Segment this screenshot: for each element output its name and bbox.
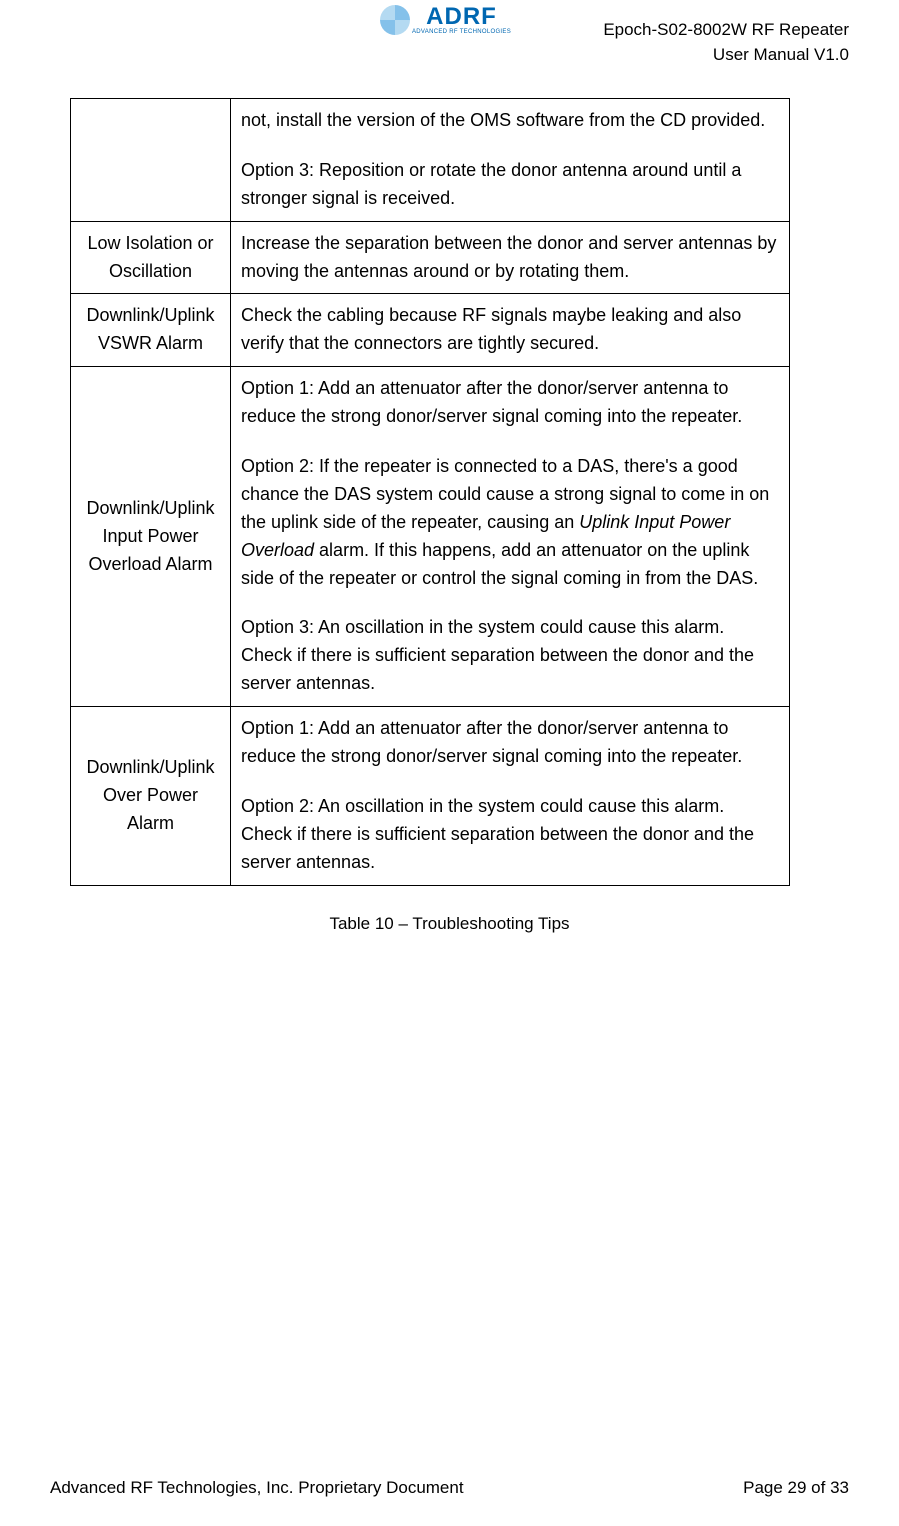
paragraph: not, install the version of the OMS soft… bbox=[241, 107, 779, 135]
table-row: Downlink/Uplink Input Power Overload Ala… bbox=[71, 367, 790, 707]
table-row: Downlink/Uplink Over Power AlarmOption 1… bbox=[71, 707, 790, 885]
paragraph: Option 2: If the repeater is connected t… bbox=[241, 453, 779, 592]
logo-sub-text: ADVANCED RF TECHNOLOGIES bbox=[412, 29, 511, 35]
paragraph: Check the cabling because RF signals may… bbox=[241, 302, 779, 358]
logo-main-text: ADRF bbox=[426, 5, 497, 29]
page: ADRF ADVANCED RF TECHNOLOGIES Epoch-S02-… bbox=[0, 0, 899, 1526]
paragraph: Option 2: An oscillation in the system c… bbox=[241, 793, 779, 877]
doc-title-line1: Epoch-S02-8002W RF Repeater bbox=[603, 18, 849, 43]
logo-swirl-icon bbox=[380, 5, 410, 35]
table-row: Downlink/Uplink VSWR AlarmCheck the cabl… bbox=[71, 294, 790, 367]
page-header: ADRF ADVANCED RF TECHNOLOGIES Epoch-S02-… bbox=[50, 0, 849, 90]
row-description: Option 1: Add an attenuator after the do… bbox=[231, 367, 790, 707]
row-label: Downlink/Uplink VSWR Alarm bbox=[71, 294, 231, 367]
text-segment: alarm. If this happens, add an attenuato… bbox=[241, 540, 758, 588]
doc-title-line2: User Manual V1.0 bbox=[603, 43, 849, 68]
row-description: not, install the version of the OMS soft… bbox=[231, 99, 790, 222]
paragraph: Increase the separation between the dono… bbox=[241, 230, 779, 286]
row-label: Low Isolation or Oscillation bbox=[71, 221, 231, 294]
table-row: not, install the version of the OMS soft… bbox=[71, 99, 790, 222]
table-caption: Table 10 – Troubleshooting Tips bbox=[50, 914, 849, 934]
paragraph: Option 3: Reposition or rotate the donor… bbox=[241, 157, 779, 213]
header-doc-title: Epoch-S02-8002W RF Repeater User Manual … bbox=[603, 18, 849, 67]
row-description: Increase the separation between the dono… bbox=[231, 221, 790, 294]
footer-left: Advanced RF Technologies, Inc. Proprieta… bbox=[50, 1478, 464, 1498]
paragraph: Option 1: Add an attenuator after the do… bbox=[241, 715, 779, 771]
paragraph: Option 3: An oscillation in the system c… bbox=[241, 614, 779, 698]
paragraph: Option 1: Add an attenuator after the do… bbox=[241, 375, 779, 431]
footer-right: Page 29 of 33 bbox=[743, 1478, 849, 1498]
page-content: not, install the version of the OMS soft… bbox=[50, 98, 849, 934]
row-label: Downlink/Uplink Over Power Alarm bbox=[71, 707, 231, 885]
logo-text: ADRF ADVANCED RF TECHNOLOGIES bbox=[412, 5, 511, 35]
row-description: Option 1: Add an attenuator after the do… bbox=[231, 707, 790, 885]
row-label: Downlink/Uplink Input Power Overload Ala… bbox=[71, 367, 231, 707]
row-label bbox=[71, 99, 231, 222]
page-footer: Advanced RF Technologies, Inc. Proprieta… bbox=[50, 1478, 849, 1498]
troubleshooting-table: not, install the version of the OMS soft… bbox=[70, 98, 790, 886]
company-logo: ADRF ADVANCED RF TECHNOLOGIES bbox=[380, 5, 511, 35]
table-row: Low Isolation or OscillationIncrease the… bbox=[71, 221, 790, 294]
row-description: Check the cabling because RF signals may… bbox=[231, 294, 790, 367]
